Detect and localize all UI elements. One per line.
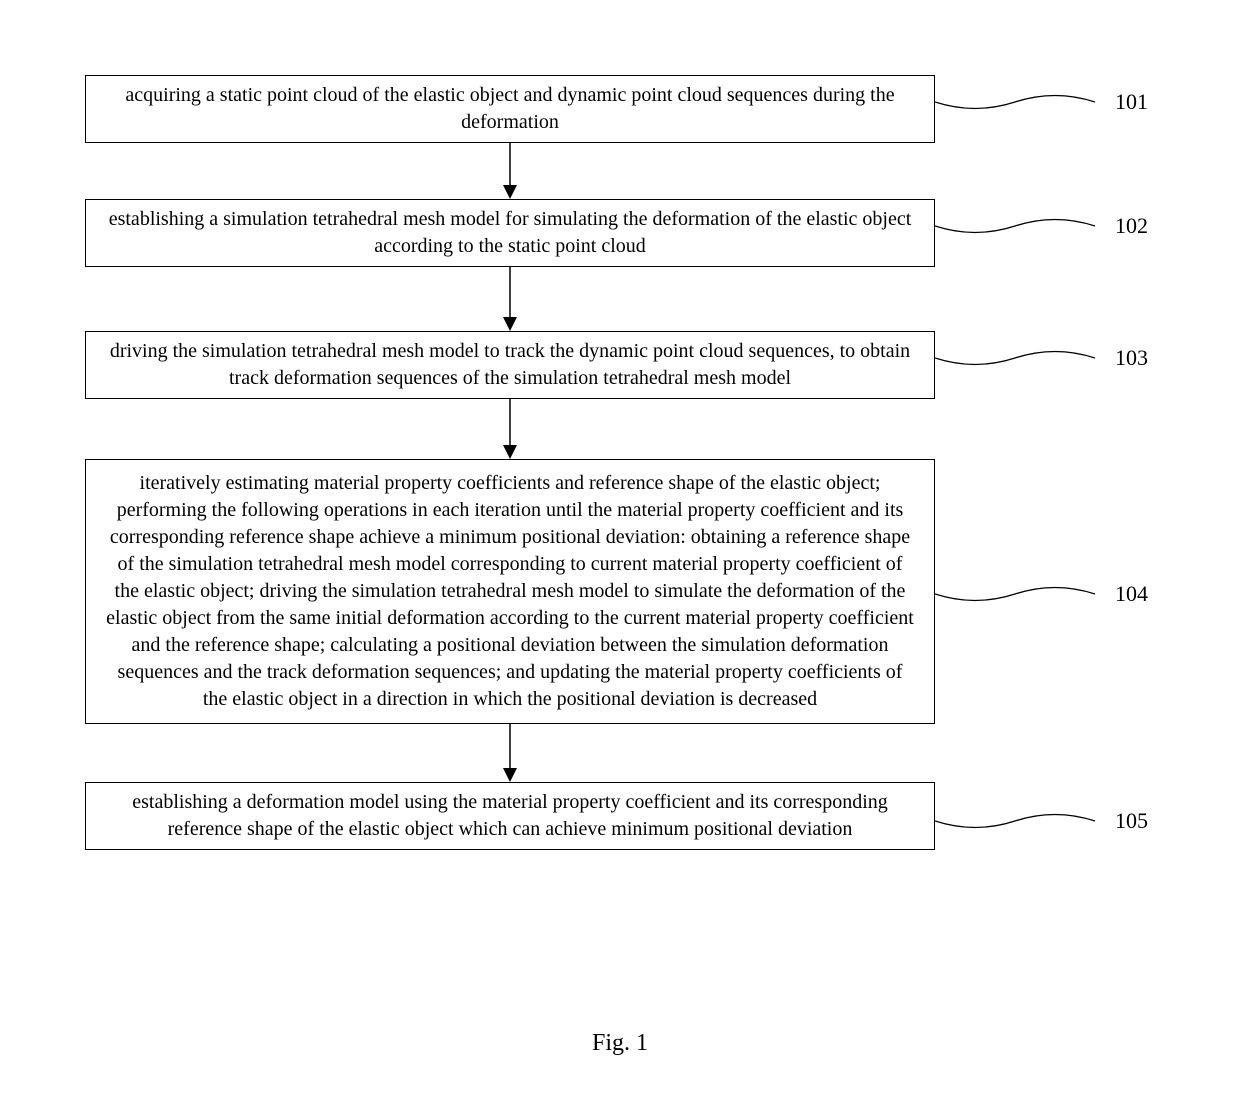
- step-number-104: 104: [1115, 581, 1148, 607]
- step-text: acquiring a static point cloud of the el…: [100, 82, 920, 136]
- step-text: iteratively estimating material property…: [104, 470, 916, 713]
- step-text: driving the simulation tetrahedral mesh …: [100, 338, 920, 392]
- connector-curve-103: [935, 343, 1105, 373]
- arrow-3-4: [85, 399, 935, 459]
- arrow-1-2: [85, 143, 935, 199]
- connector-curve-105: [935, 806, 1105, 836]
- flowchart-container: acquiring a static point cloud of the el…: [85, 75, 1155, 850]
- step-row-101: acquiring a static point cloud of the el…: [85, 75, 1155, 143]
- step-row-103: driving the simulation tetrahedral mesh …: [85, 331, 1155, 399]
- step-box-103: driving the simulation tetrahedral mesh …: [85, 331, 935, 399]
- step-row-104: iteratively estimating material property…: [85, 459, 1155, 724]
- connector-curve-102: [935, 211, 1105, 241]
- step-number-102: 102: [1115, 213, 1148, 239]
- figure-caption: Fig. 1: [0, 1030, 1240, 1057]
- arrow-2-3: [85, 267, 935, 331]
- arrow-4-5: [85, 724, 935, 782]
- step-row-105: establishing a deformation model using t…: [85, 782, 1155, 850]
- step-row-102: establishing a simulation tetrahedral me…: [85, 199, 1155, 267]
- step-number-103: 103: [1115, 345, 1148, 371]
- step-box-104: iteratively estimating material property…: [85, 459, 935, 724]
- step-number-101: 101: [1115, 89, 1148, 115]
- step-number-105: 105: [1115, 808, 1148, 834]
- connector-curve-101: [935, 87, 1105, 117]
- step-box-101: acquiring a static point cloud of the el…: [85, 75, 935, 143]
- step-box-105: establishing a deformation model using t…: [85, 782, 935, 850]
- step-box-102: establishing a simulation tetrahedral me…: [85, 199, 935, 267]
- step-text: establishing a deformation model using t…: [100, 789, 920, 843]
- connector-curve-104: [935, 579, 1105, 609]
- step-text: establishing a simulation tetrahedral me…: [100, 206, 920, 260]
